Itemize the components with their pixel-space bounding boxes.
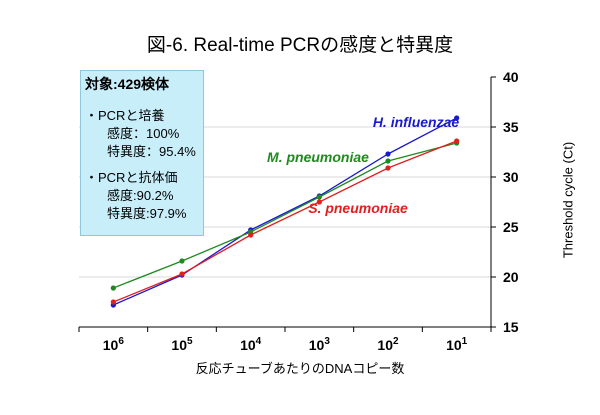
data-point xyxy=(454,115,460,121)
data-point xyxy=(110,285,116,291)
series-label: M. pneumoniae xyxy=(267,149,369,165)
annotation-line: 感度：100% xyxy=(107,126,180,141)
data-point xyxy=(385,151,391,157)
x-tick-label: 103 xyxy=(309,336,331,353)
y-tick-label: 25 xyxy=(503,219,519,235)
annotation-group-title: ・PCRと抗体価 xyxy=(85,170,178,185)
x-axis-label: 反応チューブあたりのDNAコピー数 xyxy=(195,361,405,376)
y-tick-label: 20 xyxy=(503,269,519,285)
x-tick-label: 104 xyxy=(240,336,262,353)
x-tick-label: 105 xyxy=(171,336,193,353)
data-point xyxy=(385,165,391,171)
series-line xyxy=(113,142,457,289)
annotation-box: 対象:429検体 ・PCRと培養 感度：100% 特異度：95.4% ・PCRと… xyxy=(80,70,204,236)
data-point xyxy=(248,232,254,238)
data-point xyxy=(179,258,185,264)
series-label: S. pneumoniae xyxy=(308,200,408,216)
x-tick-label: 102 xyxy=(377,336,399,353)
data-point xyxy=(316,194,322,200)
y-tick-label: 40 xyxy=(503,69,519,85)
chart-title: 図-6. Real-time PCRの感度と特異度 xyxy=(146,35,454,56)
y-tick-label: 30 xyxy=(503,169,519,185)
x-tick-label: 106 xyxy=(103,336,125,353)
annotation-header: 対象:429検体 xyxy=(85,76,170,92)
series-line xyxy=(113,140,457,303)
y-tick-label: 15 xyxy=(503,319,519,335)
data-point xyxy=(454,138,460,144)
series-label: H. influenzae xyxy=(373,114,460,130)
annotation-line: 特異度:97.9% xyxy=(107,206,187,221)
y-axis-label: Threshold cycle (Ct) xyxy=(560,141,576,259)
data-point xyxy=(385,158,391,164)
annotation-line: 感度:90.2% xyxy=(107,188,174,203)
data-point xyxy=(179,271,185,277)
x-tick-label: 101 xyxy=(446,336,468,353)
annotation-group-title: ・PCRと培養 xyxy=(85,108,165,123)
data-point xyxy=(110,299,116,305)
annotation-line: 特異度：95.4% xyxy=(107,144,196,159)
series-line xyxy=(113,117,457,306)
y-tick-label: 35 xyxy=(503,119,519,135)
data-point xyxy=(316,199,322,205)
